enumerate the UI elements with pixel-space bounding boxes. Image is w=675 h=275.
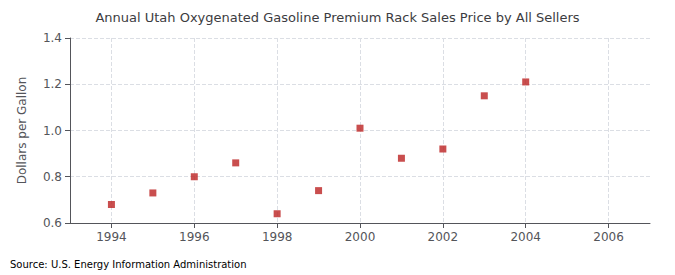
- svg-text:Dollars per Gallon: Dollars per Gallon: [15, 77, 29, 185]
- svg-text:2004: 2004: [510, 230, 541, 244]
- svg-text:1.2: 1.2: [43, 77, 62, 91]
- svg-text:2002: 2002: [428, 230, 459, 244]
- svg-text:0.6: 0.6: [43, 216, 62, 230]
- svg-text:2000: 2000: [345, 230, 376, 244]
- svg-text:2006: 2006: [593, 230, 624, 244]
- svg-text:1994: 1994: [96, 230, 127, 244]
- svg-text:1.0: 1.0: [43, 124, 62, 138]
- svg-text:1998: 1998: [262, 230, 293, 244]
- svg-text:Annual Utah Oxygenated Gasolin: Annual Utah Oxygenated Gasoline Premium …: [95, 10, 579, 25]
- svg-text:Source: U.S. Energy Informatio: Source: U.S. Energy Information Administ…: [10, 259, 247, 270]
- svg-text:1996: 1996: [179, 230, 210, 244]
- svg-text:0.8: 0.8: [43, 170, 62, 184]
- svg-text:1.4: 1.4: [43, 31, 62, 45]
